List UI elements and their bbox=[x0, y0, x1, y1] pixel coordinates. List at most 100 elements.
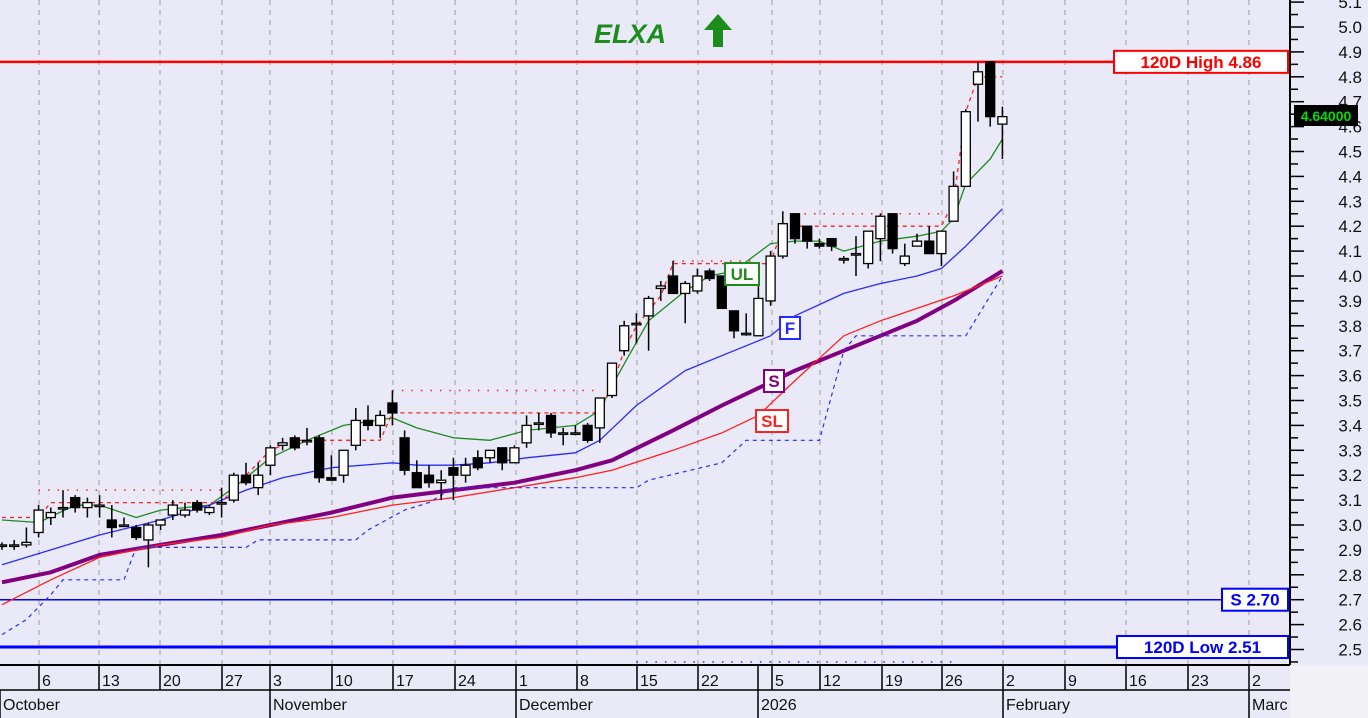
candle-body bbox=[887, 213, 898, 250]
candle-body bbox=[570, 432, 581, 436]
candle bbox=[106, 505, 117, 538]
x-day-label: 6 bbox=[42, 673, 51, 690]
x-day-label: 19 bbox=[885, 673, 903, 690]
candle-body bbox=[192, 501, 203, 511]
candle-body bbox=[655, 285, 666, 290]
candle bbox=[387, 390, 398, 426]
candle-body bbox=[0, 544, 8, 548]
candle-body bbox=[838, 257, 849, 261]
candle bbox=[253, 462, 264, 496]
y-axis: 2.5 2.6 2.7 2.8 2.9 3.0 3.1 3.2 3.3 3.4 3.5 3.6 3.7 3… bbox=[1289, 0, 1368, 665]
y-tick-label: 3.1 bbox=[1338, 491, 1362, 510]
y-tick-label: 3.9 bbox=[1338, 292, 1362, 311]
candle bbox=[765, 251, 776, 306]
y-tick-label: 4.3 bbox=[1338, 192, 1362, 211]
y-tick-label: 2.7 bbox=[1338, 591, 1362, 610]
candle bbox=[179, 502, 191, 518]
candles bbox=[0, 61, 1008, 568]
candle-body bbox=[741, 332, 752, 336]
candle bbox=[314, 435, 325, 483]
candle bbox=[216, 487, 227, 518]
s-line bbox=[1, 269, 1004, 585]
candle bbox=[680, 280, 691, 324]
candle bbox=[960, 109, 971, 188]
candle bbox=[301, 427, 313, 446]
last-price-label: 4.64000 bbox=[1294, 105, 1358, 126]
candle-body bbox=[850, 252, 862, 256]
candle-body bbox=[582, 424, 593, 441]
x-day-label: 3 bbox=[273, 673, 282, 690]
candle-body bbox=[301, 439, 313, 443]
chart-title: ELXA bbox=[594, 14, 732, 49]
candle-body bbox=[972, 71, 984, 85]
candle-body bbox=[167, 504, 178, 516]
candle-body bbox=[423, 474, 435, 484]
candle bbox=[0, 542, 8, 550]
candle-body bbox=[338, 449, 349, 476]
y-tick-label: 4.2 bbox=[1338, 217, 1362, 236]
candle bbox=[265, 445, 276, 476]
line-label-box bbox=[1116, 635, 1289, 660]
candle bbox=[21, 527, 32, 548]
x-month-label: Marc bbox=[1252, 697, 1288, 714]
candle bbox=[692, 268, 703, 294]
y-tick-label: 3.7 bbox=[1338, 342, 1362, 361]
candle bbox=[936, 230, 947, 267]
candle-body bbox=[240, 474, 252, 484]
candle bbox=[131, 525, 142, 540]
candle bbox=[375, 410, 386, 438]
candle bbox=[94, 495, 105, 518]
x-day-label: 15 bbox=[640, 673, 658, 690]
candle-body bbox=[765, 255, 776, 302]
plot-area bbox=[0, 0, 1290, 665]
candle-body bbox=[94, 504, 105, 508]
y-tick-label: 4.1 bbox=[1338, 242, 1362, 261]
x-day-label: 2 bbox=[1252, 673, 1261, 690]
candle-body bbox=[216, 501, 227, 505]
candle bbox=[789, 213, 801, 244]
candle-body bbox=[362, 419, 374, 427]
candle bbox=[619, 320, 630, 356]
candle-body bbox=[643, 297, 654, 317]
x-day-label: 12 bbox=[823, 673, 841, 690]
series-tag-s: S bbox=[768, 372, 779, 391]
candle-body bbox=[814, 242, 825, 247]
candle bbox=[118, 517, 130, 528]
x-day-label: 10 bbox=[335, 673, 353, 690]
x-day-label: 22 bbox=[701, 673, 719, 690]
candle bbox=[863, 230, 874, 269]
candle bbox=[875, 213, 886, 262]
candle-body bbox=[204, 506, 215, 514]
candle bbox=[472, 450, 483, 471]
candle-body bbox=[606, 362, 618, 397]
candle-body bbox=[594, 397, 605, 429]
y-tick-label: 2.6 bbox=[1338, 616, 1362, 635]
grid bbox=[38, 0, 1250, 665]
candle-body bbox=[545, 414, 557, 434]
candle-body bbox=[716, 275, 727, 310]
f-line bbox=[1, 208, 1003, 566]
indicator-lines bbox=[1, 76, 1004, 636]
candle bbox=[484, 449, 496, 463]
candle bbox=[997, 106, 1008, 159]
candle-body bbox=[997, 115, 1008, 125]
candle-body bbox=[667, 275, 679, 295]
y-tick-label: 3.6 bbox=[1338, 367, 1362, 386]
candle bbox=[802, 225, 813, 249]
candle bbox=[521, 415, 532, 448]
candle-body bbox=[619, 325, 630, 352]
x-day-label: 16 bbox=[1129, 673, 1147, 690]
candle bbox=[777, 211, 788, 259]
series-tag-ul: UL bbox=[731, 265, 754, 284]
candle-body bbox=[326, 477, 337, 481]
y-tick-label: 3.5 bbox=[1338, 392, 1362, 411]
candle-body bbox=[228, 474, 239, 501]
candle bbox=[667, 261, 679, 295]
candle bbox=[911, 233, 923, 247]
axis-corner bbox=[1290, 665, 1368, 718]
candle-body bbox=[728, 310, 740, 332]
candle-body bbox=[936, 230, 947, 255]
candle bbox=[972, 61, 984, 122]
candle-body bbox=[484, 449, 496, 459]
